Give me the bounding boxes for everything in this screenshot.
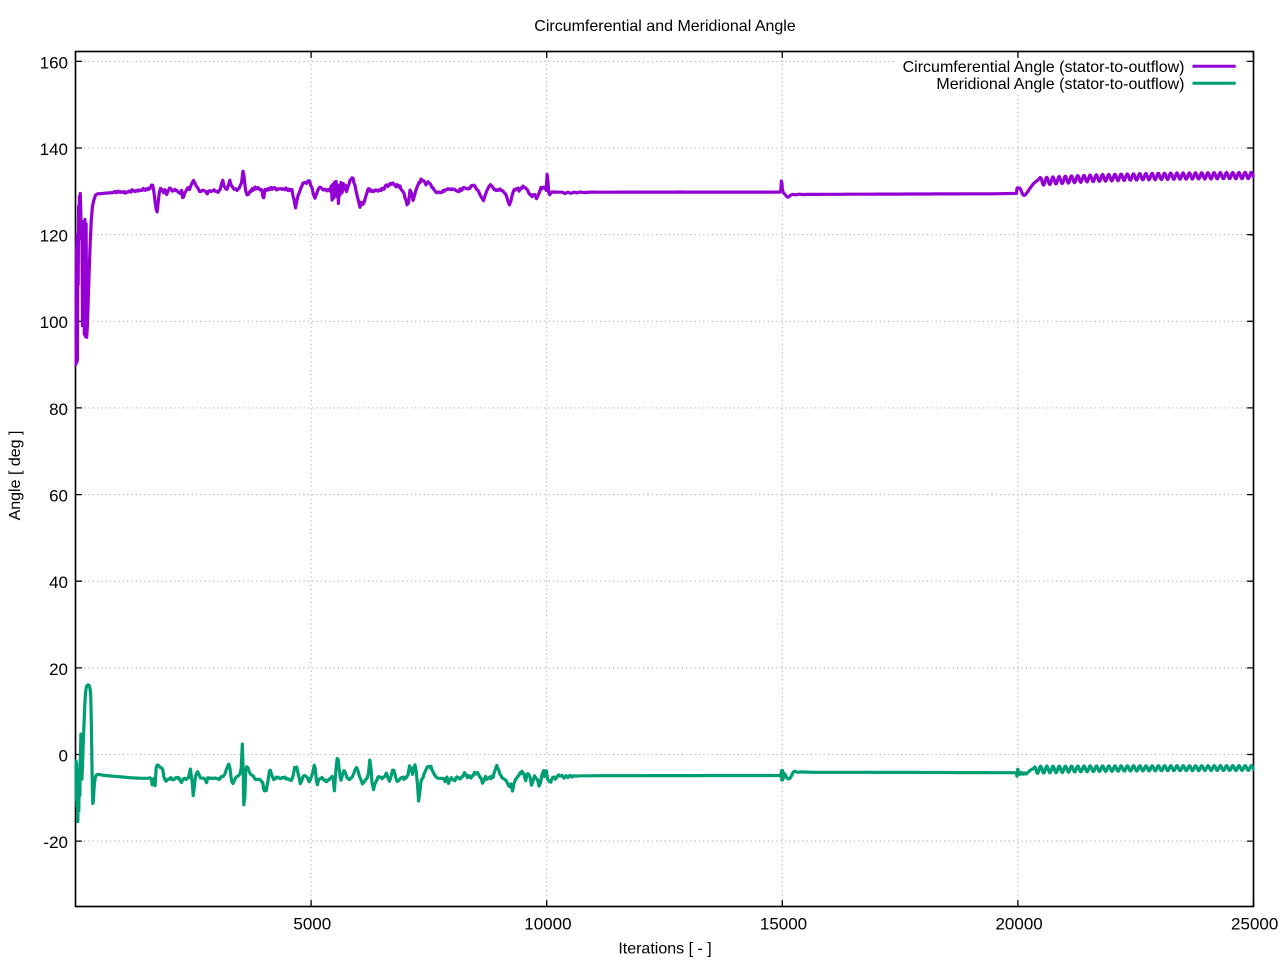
svg-text:160: 160 <box>40 53 68 72</box>
svg-text:Meridional Angle (stator-to-ou: Meridional Angle (stator-to-outflow) <box>936 76 1184 93</box>
svg-text:20000: 20000 <box>995 914 1042 933</box>
svg-text:5000: 5000 <box>293 914 331 933</box>
svg-text:10000: 10000 <box>524 914 571 933</box>
svg-text:Circumferential and Meridional: Circumferential and Meridional Angle <box>534 18 796 35</box>
svg-text:20: 20 <box>49 660 68 679</box>
svg-text:15000: 15000 <box>760 914 807 933</box>
svg-text:Circumferential Angle (stator-: Circumferential Angle (stator-to-outflow… <box>903 59 1185 76</box>
svg-text:25000: 25000 <box>1231 914 1278 933</box>
svg-text:100: 100 <box>40 313 68 332</box>
svg-text:0: 0 <box>59 746 68 765</box>
svg-text:Angle [ deg ]: Angle [ deg ] <box>7 431 24 521</box>
svg-text:140: 140 <box>40 140 68 159</box>
svg-text:80: 80 <box>49 400 68 419</box>
svg-text:-20: -20 <box>43 833 68 852</box>
svg-text:40: 40 <box>49 573 68 592</box>
svg-text:60: 60 <box>49 487 68 506</box>
svg-text:120: 120 <box>40 227 68 246</box>
svg-text:Iterations [ - ]: Iterations [ - ] <box>618 941 711 958</box>
